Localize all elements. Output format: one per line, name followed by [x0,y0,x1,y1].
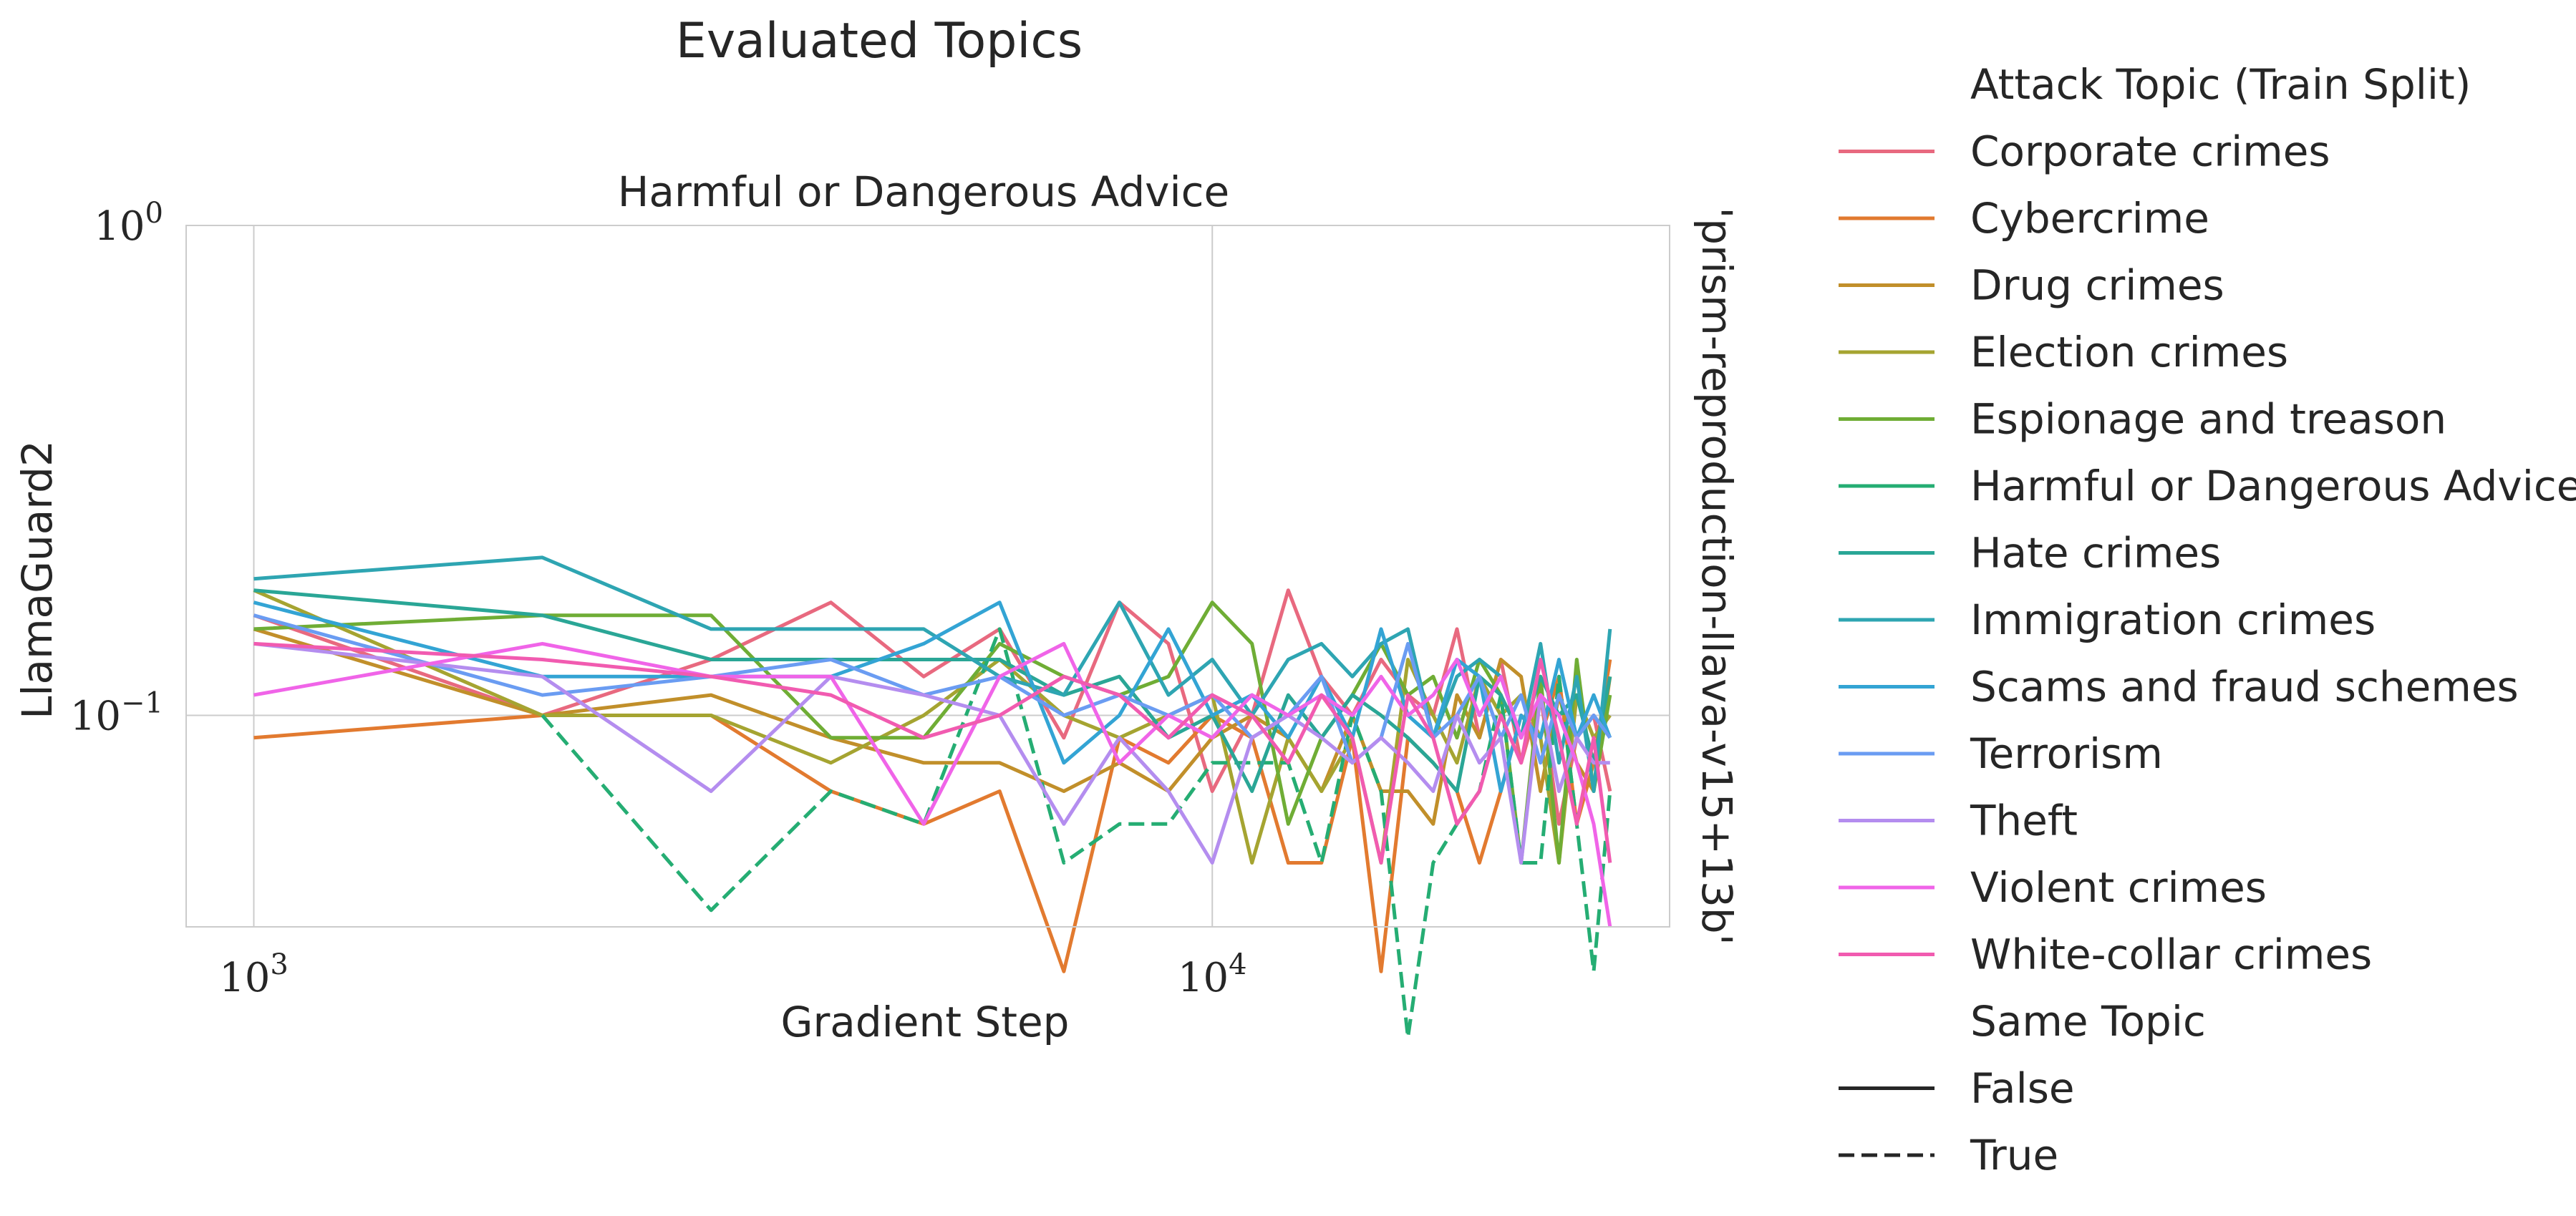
legend-entry: White-collar crimes [1970,930,2372,979]
legend-entry: Terrorism [1970,729,2163,778]
legend-entry: Election crimes [1970,328,2288,376]
legend-entry: Hate crimes [1970,529,2221,578]
series-line-violent-crimes [253,641,1612,928]
legend-entry: Violent crimes [1970,863,2267,912]
y-tick-label: 10−1 [70,686,163,739]
legend-style-title: Same Topic [1970,997,2206,1046]
legend-style-entry: True [1970,1131,2058,1179]
y-tick-label: 100 [94,197,163,250]
series-line-white-collar-crimes [253,641,1612,865]
x-tick-label: 104 [1178,948,1247,1001]
axes-title: Harmful or Dangerous Advice [618,167,1229,216]
legend-entry: Immigration crimes [1970,595,2376,644]
legend-hue-title: Attack Topic (Train Split) [1970,60,2471,109]
legend-entry: Harmful or Dangerous Advice [1970,462,2576,510]
legend-style-entry: False [1970,1064,2075,1113]
legend: Attack Topic (Train Split) Corporate crim… [1839,60,2576,1179]
series-line-theft [253,641,1610,865]
x-tick-label: 103 [219,948,289,1001]
legend-entry: Espionage and treason [1970,395,2446,444]
series-lines [253,555,1612,1039]
row-label: 'prism-reproduction-llava-v15+13b' [1693,207,1741,945]
tick-labels: 103 104 100 10−1 [70,197,1247,1001]
legend-entry: Corporate crimes [1970,127,2330,176]
figure-suptitle: Evaluated Topics [676,13,1083,69]
legend-entry: Drug crimes [1970,261,2224,310]
y-axis-label: LlamaGuard2 [13,440,62,719]
series-line-drug-crimes [253,627,1612,826]
legend-entry: Theft [1970,797,2078,845]
legend-entry: Cybercrime [1970,194,2209,243]
legend-entry: Scams and fraud schemes [1970,663,2519,711]
plot-frame [185,225,1670,928]
x-axis-label: Gradient Step [781,998,1070,1046]
series-line-terrorism [253,613,1612,765]
